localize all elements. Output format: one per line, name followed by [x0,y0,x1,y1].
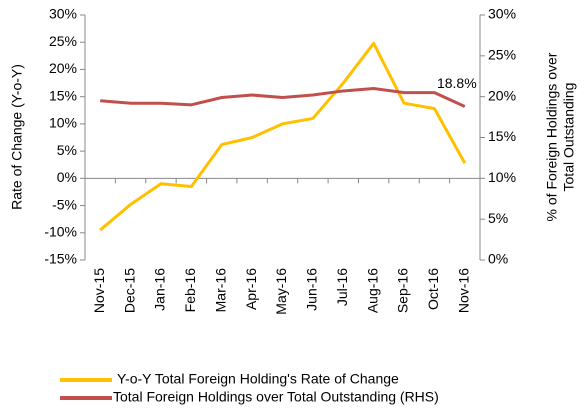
x-tick-label: May-16 [273,268,289,315]
y-tick-label: 25% [49,33,77,49]
x-tick-label: Dec-15 [121,268,137,313]
y-tick-label: 20% [49,60,77,76]
y2-axis-label: Total Outstanding [561,83,577,192]
y2-tick-label: 0% [488,251,508,267]
legend-label: Y-o-Y Total Foreign Holding's Rate of Ch… [117,371,399,387]
y-tick-label: 0% [57,169,77,185]
y2-tick-label: 5% [488,210,508,226]
x-tick-label: Sep-16 [395,268,411,313]
x-tick-label: Oct-16 [425,268,441,310]
y-tick-label: -15% [44,251,77,267]
y2-tick-label: 20% [488,87,516,103]
y2-tick-label: 15% [488,128,516,144]
x-tick-label: Jul-16 [334,268,350,306]
x-tick-label: Feb-16 [182,268,198,313]
legend-label: Total Foreign Holdings over Total Outsta… [113,389,439,405]
x-tick-label: Mar-16 [212,268,228,313]
x-tick-label: Jun-16 [304,268,320,311]
x-tick-label: Nov-16 [456,268,472,313]
y-tick-label: 30% [49,6,77,22]
y-axis-label: Rate of Change (Y-o-Y) [9,64,25,210]
y-tick-label: -5% [52,196,77,212]
y-tick-label: -10% [44,223,77,239]
y2-tick-label: 25% [488,47,516,63]
y-tick-label: 10% [49,115,77,131]
x-tick-label: Apr-16 [243,268,259,310]
x-tick-label: Nov-15 [91,268,107,313]
x-tick-label: Jan-16 [152,268,168,311]
data-label: 18.8% [437,75,477,91]
series-line [100,87,466,108]
y2-tick-label: 10% [488,169,516,185]
x-tick-label: Aug-16 [364,268,380,313]
series-line [99,41,467,232]
y-tick-label: 15% [49,87,77,103]
y2-axis-label: % of Foreign Holdings over [544,52,560,221]
y-tick-label: 5% [57,142,77,158]
y2-tick-label: 30% [488,6,516,22]
